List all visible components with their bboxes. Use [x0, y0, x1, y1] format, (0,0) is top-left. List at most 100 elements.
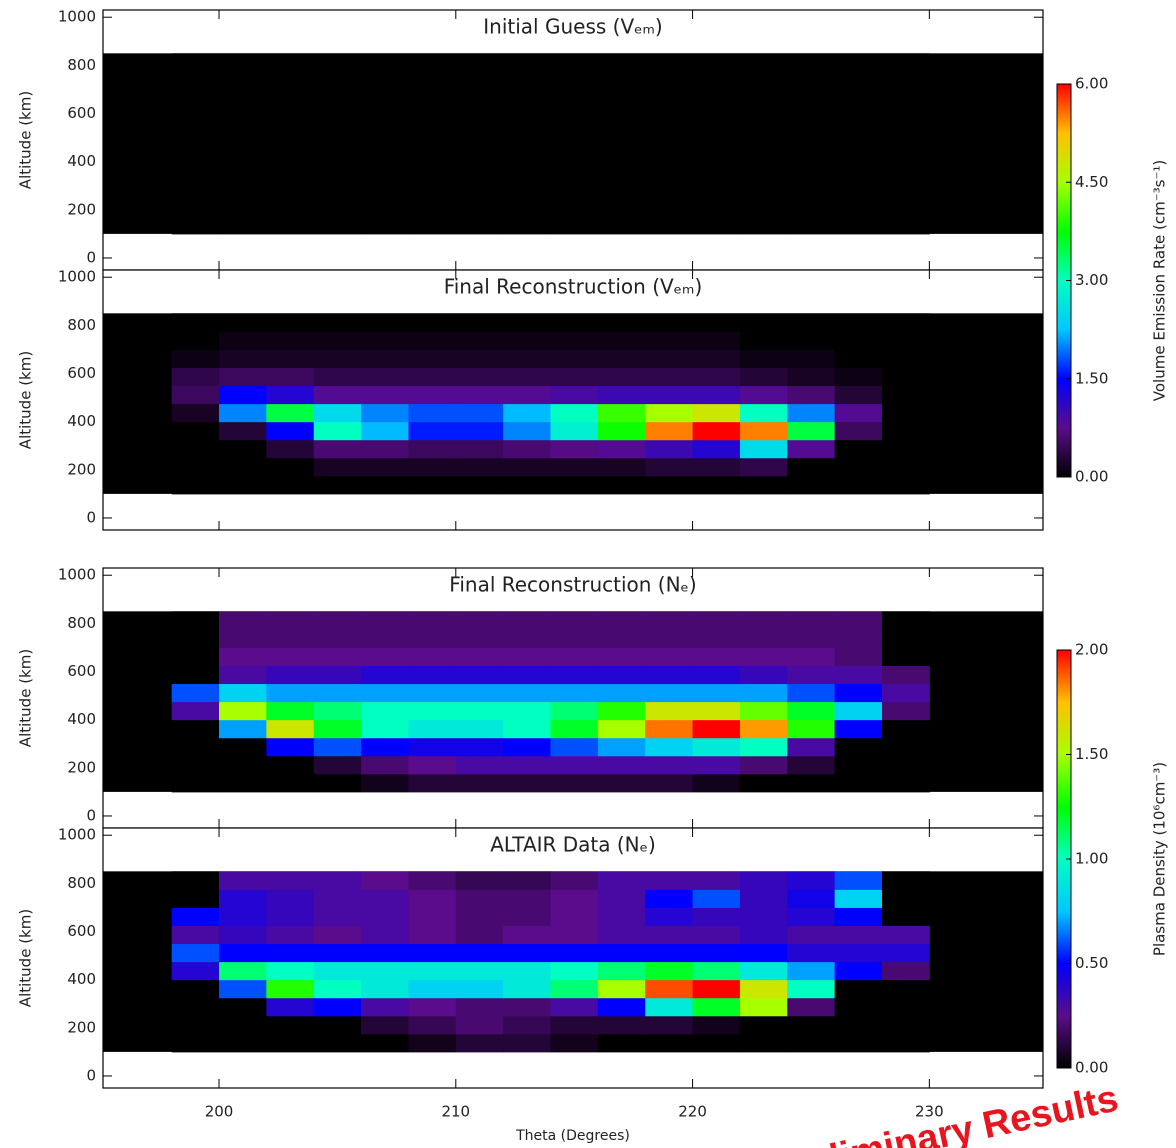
heatmap-cell [550, 197, 599, 217]
heatmap-cell [597, 773, 646, 793]
heatmap-cell [597, 403, 646, 423]
heatmap-cell [645, 421, 694, 441]
heatmap-cell [313, 71, 362, 90]
heatmap-cell [834, 889, 883, 908]
heatmap-cell [787, 89, 836, 108]
heatmap-cell [266, 331, 315, 350]
heatmap-cell [171, 943, 220, 963]
panel-title: Initial Guess (Vₑₘ) [483, 15, 662, 39]
y-tick-label: 400 [67, 152, 96, 170]
heatmap-cell [834, 647, 883, 666]
heatmap-cell [171, 701, 220, 721]
heatmap-cell [739, 979, 788, 999]
heatmap-cell [361, 719, 409, 739]
heatmap-cell [787, 349, 836, 368]
heatmap-cell [455, 403, 504, 423]
heatmap-cell [408, 457, 457, 477]
y-tick-label: 0 [86, 1066, 96, 1084]
heatmap-cell [834, 665, 883, 685]
heatmap-cell [692, 313, 741, 332]
heatmap-cell [219, 979, 267, 999]
y-tick-label: 600 [67, 364, 96, 382]
heatmap-cell [455, 475, 504, 495]
heatmap-cell [266, 89, 315, 108]
heatmap-cell [787, 683, 836, 703]
heatmap-cell [313, 457, 362, 477]
heatmap-cell [408, 421, 457, 441]
y-tick-label: 400 [67, 970, 96, 988]
heatmap-cell [408, 773, 457, 793]
heatmap-cell [219, 179, 267, 199]
heatmap-cell [881, 457, 930, 477]
heatmap-cell [266, 385, 315, 405]
x-tick-label: 230 [915, 1103, 944, 1121]
heatmap-cell [645, 683, 694, 703]
heatmap-cell [313, 629, 362, 648]
heatmap-cell [455, 439, 504, 459]
heatmap-cell [455, 107, 504, 127]
heatmap-cell [881, 403, 930, 423]
heatmap-cell [408, 737, 457, 757]
heatmap-cell [692, 475, 741, 495]
heatmap-cell [597, 197, 646, 217]
heatmap-cell [219, 197, 267, 217]
heatmap-cell [171, 979, 220, 999]
heatmap-cell [503, 313, 552, 332]
heatmap-cell [834, 701, 883, 721]
heatmap-cell [597, 997, 646, 1017]
heatmap-cell [361, 179, 409, 199]
heatmap-cell [550, 889, 599, 908]
heatmap-cell [645, 943, 694, 963]
heatmap-cell [171, 439, 220, 459]
panel-title: Final Reconstruction (Nₑ) [449, 573, 696, 597]
heatmap-cell [550, 683, 599, 703]
heatmap-cell [171, 349, 220, 368]
heatmap-cell [550, 403, 599, 423]
heatmap-cell [834, 439, 883, 459]
heatmap-cell [787, 439, 836, 459]
heatmap-cell [739, 313, 788, 332]
heatmap-cell [408, 107, 457, 127]
heatmap-cell [834, 107, 883, 127]
heatmap-cell [645, 1015, 694, 1035]
heatmap-cell [503, 349, 552, 368]
heatmap-cell [266, 773, 315, 793]
heatmap-cell [692, 1033, 741, 1053]
heatmap-cell [219, 1015, 267, 1035]
heatmap-cell [313, 961, 362, 981]
heatmap-cell [739, 179, 788, 199]
heatmap-cell [550, 737, 599, 757]
heatmap-cell [361, 475, 409, 495]
heatmap-cell [503, 179, 552, 199]
heatmap-cell [692, 647, 741, 666]
heatmap-cell [645, 907, 694, 926]
heatmap-cell [171, 889, 220, 908]
heatmap-cell [266, 367, 315, 387]
heatmap-cell [266, 107, 315, 127]
colorbar-tick-label: 2.00 [1075, 641, 1108, 659]
heatmap-cell [881, 907, 930, 926]
heatmap-cell [361, 53, 409, 72]
heatmap-cell [692, 889, 741, 908]
heatmap-cell [455, 719, 504, 739]
heatmap-cell [455, 1033, 504, 1053]
heatmap-cell [739, 457, 788, 477]
heatmap-cell [171, 683, 220, 703]
heatmap-cell [881, 71, 930, 90]
heatmap-cell [550, 143, 599, 163]
heatmap-cell [645, 773, 694, 793]
heatmap-cell [881, 647, 930, 666]
heatmap-cell [834, 979, 883, 999]
heatmap-cell [787, 611, 836, 630]
heatmap-cell [266, 215, 315, 235]
heatmap-cell [881, 349, 930, 368]
heatmap-cell [266, 889, 315, 908]
heatmap-cell [550, 755, 599, 775]
heatmap-cell [692, 925, 741, 945]
heatmap-cell [834, 125, 883, 145]
heatmap-cell [881, 925, 930, 945]
y-tick-label: 600 [67, 104, 96, 122]
heatmap-cell [219, 997, 267, 1017]
heatmap-cell [692, 979, 741, 999]
heatmap-cell [503, 701, 552, 721]
